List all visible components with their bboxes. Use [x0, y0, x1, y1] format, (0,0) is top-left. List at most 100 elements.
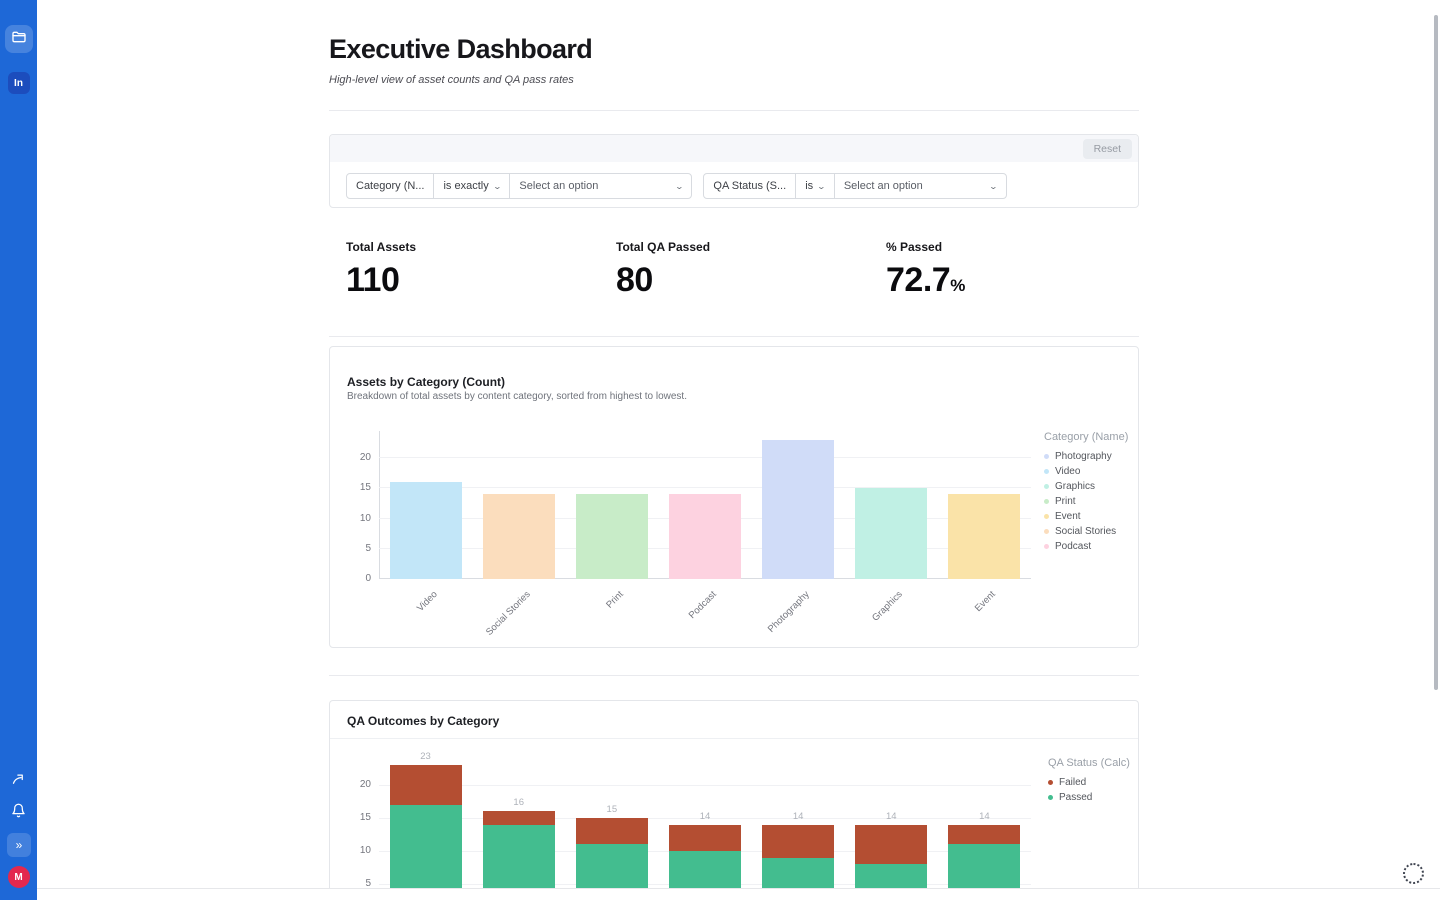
y-tick-label: 15 — [359, 482, 371, 494]
legend-label: Print — [1055, 496, 1076, 507]
stack-segment-passed[interactable] — [762, 857, 835, 888]
y-tick-label: 20 — [359, 452, 371, 463]
header-divider — [329, 110, 1139, 111]
bar-video[interactable] — [389, 482, 462, 579]
stack-segment-passed[interactable] — [948, 844, 1021, 888]
stack-segment-failed[interactable] — [389, 765, 462, 805]
share-icon — [11, 772, 26, 792]
stack-segment-passed[interactable] — [855, 864, 928, 888]
x-tick-label: Event — [973, 589, 999, 614]
projects-button[interactable] — [4, 25, 33, 53]
legend-item-photography[interactable]: Photography — [1044, 451, 1128, 462]
x-tick-label: Print — [604, 589, 626, 611]
reset-filters-button[interactable]: Reset — [1082, 138, 1132, 159]
filter-group-qa-status: QA Status (S... is ⌄ Select an option ⌄ — [703, 173, 1007, 199]
filter-operator-category[interactable]: is exactly ⌄ — [433, 174, 509, 198]
qa-chart-plot: 23 16 15 14 14 14 14 — [379, 739, 1031, 888]
stack-segment-failed[interactable] — [855, 824, 928, 865]
y-tick-label: 5 — [365, 878, 371, 888]
legend-item-video[interactable]: Video — [1044, 466, 1128, 477]
legend-item-event[interactable]: Event — [1044, 511, 1128, 522]
stack-segment-failed[interactable] — [482, 811, 555, 825]
bar-total-label: 16 — [513, 797, 524, 809]
stack-segment-failed[interactable] — [575, 818, 648, 845]
legend-dot — [1048, 795, 1053, 800]
bell-icon — [11, 803, 26, 823]
bar-print[interactable] — [575, 494, 648, 579]
bar-total-label: 23 — [420, 751, 431, 763]
chevron-down-icon: ⌄ — [492, 181, 502, 191]
sidebar-expand-button[interactable]: » — [6, 833, 31, 857]
sidebar-bottom-group: » M — [6, 771, 31, 900]
assets-by-category-card: Assets by Category (Count) Breakdown of … — [329, 346, 1139, 648]
content-bottom-edge — [37, 888, 1440, 889]
stack-segment-failed[interactable] — [762, 824, 835, 858]
filter-value-category-select[interactable]: Select an option ⌄ — [509, 174, 691, 198]
legend-label: Graphics — [1055, 481, 1096, 492]
bar-podcast[interactable] — [669, 494, 741, 579]
bar-total-label: 14 — [979, 810, 990, 822]
page-subtitle: High-level view of asset counts and QA p… — [329, 74, 574, 86]
legend-item-failed[interactable]: Failed — [1048, 777, 1130, 788]
page-title: Executive Dashboard — [329, 34, 593, 64]
legend-item-graphics[interactable]: Graphics — [1044, 481, 1128, 492]
y-tick-label: 15 — [359, 812, 371, 823]
stack-segment-failed[interactable] — [948, 824, 1021, 845]
kpi-percent-passed: % Passed 72.7% — [886, 240, 1156, 300]
kpi-value: 110 — [346, 261, 400, 299]
legend-label: Social Stories — [1055, 526, 1117, 537]
main-content: Executive Dashboard High-level view of a… — [329, 0, 1139, 86]
bar-photography[interactable] — [762, 439, 835, 579]
filter-operator-qa-status[interactable]: is ⌄ — [795, 174, 834, 198]
user-avatar[interactable]: M — [7, 866, 30, 888]
bar-social-stories[interactable] — [482, 494, 555, 579]
qa-outcomes-card: QA Outcomes by Category 5 10 15 20 23 16 15 14… — [329, 700, 1139, 888]
app-sidebar: In » M — [0, 0, 37, 900]
y-tick-label: 20 — [359, 779, 371, 790]
notifications-button[interactable] — [8, 802, 30, 824]
stack-segment-passed[interactable] — [389, 804, 462, 888]
gridline — [379, 785, 1031, 786]
kpi-total-qa-passed: Total QA Passed 80 — [616, 240, 886, 300]
legend-label: Podcast — [1055, 541, 1092, 552]
x-tick-label: Podcast — [686, 589, 719, 622]
legend-items: Failed Passed — [1048, 777, 1130, 803]
bar-total-label: 14 — [699, 810, 711, 822]
filter-field-qa-status[interactable]: QA Status (S... — [713, 180, 787, 192]
filter-field-category[interactable]: Category (N... — [356, 180, 425, 192]
legend-item-print[interactable]: Print — [1044, 496, 1128, 507]
legend-item-podcast[interactable]: Podcast — [1044, 541, 1128, 552]
legend-label: Event — [1055, 511, 1081, 522]
share-button[interactable] — [8, 771, 30, 793]
folder-icon — [11, 29, 27, 50]
assets-chart-plot — [379, 431, 1031, 579]
bar-graphics[interactable] — [855, 488, 928, 579]
filter-value-qa-status-select[interactable]: Select an option ⌄ — [833, 174, 1006, 198]
y-tick-label: 5 — [365, 542, 371, 554]
stack-segment-passed[interactable] — [482, 824, 555, 888]
gridline — [379, 457, 1031, 458]
kpi-divider — [329, 336, 1139, 337]
chevrons-right-icon: » — [15, 838, 23, 852]
bar-event[interactable] — [948, 494, 1021, 579]
kpi-label: Total QA Passed — [616, 240, 711, 254]
bar-total-label: 15 — [606, 804, 618, 815]
vertical-scrollbar[interactable] — [1434, 15, 1438, 690]
chevron-down-icon: ⌄ — [988, 181, 999, 191]
stack-segment-passed[interactable] — [575, 844, 648, 888]
loading-spinner — [1403, 863, 1424, 884]
workspace-badge[interactable]: In — [7, 72, 30, 94]
kpi-value: 80 — [616, 261, 653, 299]
legend-dot — [1044, 544, 1049, 549]
filter-group-category: Category (N... is exactly ⌄ Select an op… — [346, 173, 693, 199]
stack-segment-passed[interactable] — [669, 851, 741, 888]
legend-item-passed[interactable]: Passed — [1048, 792, 1130, 803]
filter-bar-body: Category (N... is exactly ⌄ Select an op… — [330, 162, 1138, 210]
legend-label: Video — [1055, 466, 1081, 477]
x-tick-label: Photography — [766, 589, 812, 635]
y-tick-label: 0 — [365, 573, 371, 584]
legend-item-social-stories[interactable]: Social Stories — [1044, 526, 1128, 537]
stack-segment-failed[interactable] — [669, 824, 741, 851]
y-tick-label: 10 — [359, 512, 371, 524]
